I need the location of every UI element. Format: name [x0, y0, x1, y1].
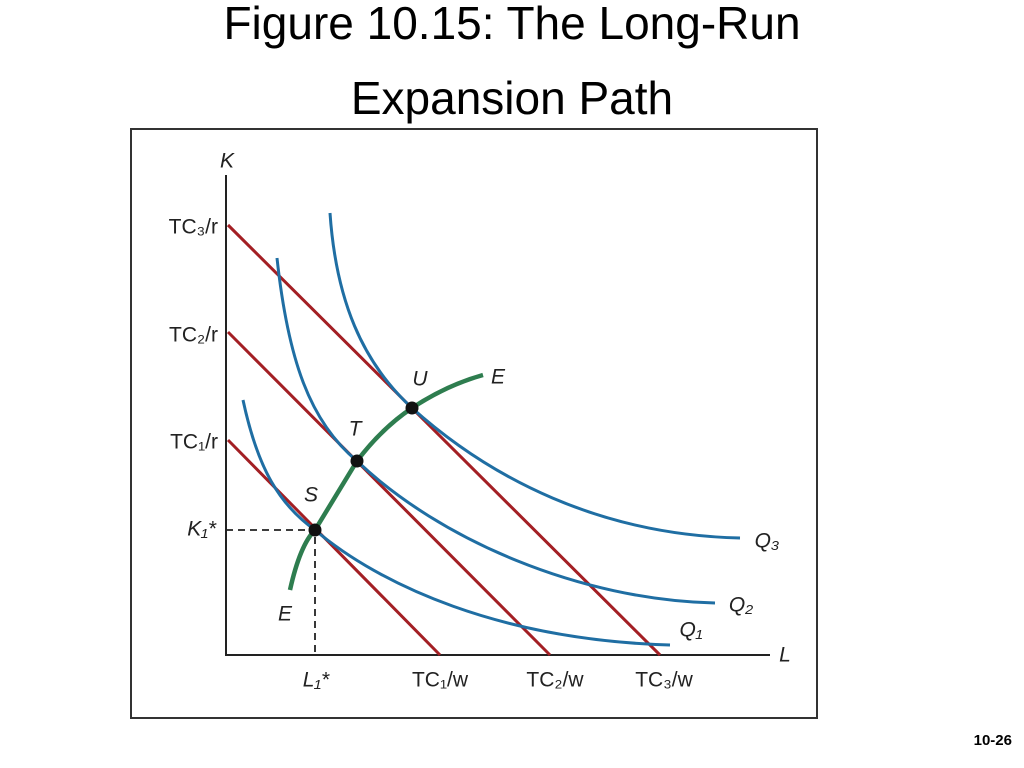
- figure-frame: [130, 128, 818, 719]
- x-label: TC₂/w: [526, 669, 584, 692]
- isocost-tc3: [226, 223, 662, 657]
- y-label: TC₃/r: [169, 216, 218, 239]
- isoquant-q1: [241, 399, 671, 647]
- isocost-tc2: [226, 330, 552, 657]
- point-label: T: [349, 418, 364, 441]
- path-label: E: [278, 603, 293, 626]
- y-axis-label: K: [220, 150, 235, 173]
- isoquants: [241, 212, 741, 647]
- y-label: TC₁/r: [170, 431, 218, 454]
- slide-number: 10-26: [973, 732, 1012, 749]
- x-label: TC₁/w: [412, 669, 469, 692]
- point-label: S: [304, 484, 318, 507]
- isocost-lines: [226, 223, 662, 657]
- x-label: L₁*: [303, 669, 330, 692]
- tangency-points: [308, 401, 419, 537]
- axes: [225, 175, 770, 656]
- point-label: U: [412, 368, 428, 391]
- point-u: [405, 401, 419, 415]
- isocost-tc1: [226, 438, 442, 657]
- curve-label: Q₂: [729, 594, 753, 617]
- y-label: K₁*: [187, 518, 217, 541]
- isoquant-q3: [328, 212, 741, 540]
- path-label: E: [491, 366, 506, 389]
- point-s: [308, 523, 322, 537]
- x-label: TC₃/w: [635, 669, 693, 692]
- curve-label: Q₁: [680, 619, 703, 642]
- curve-label: Q₃: [755, 530, 780, 553]
- x-axis-label: L: [779, 644, 791, 667]
- y-label: TC₂/r: [169, 324, 218, 347]
- isoquant-q2: [275, 257, 716, 605]
- point-t: [350, 454, 364, 468]
- slide-title: Figure 10.15: The Long-Run Expansion Pat…: [223, 0, 801, 124]
